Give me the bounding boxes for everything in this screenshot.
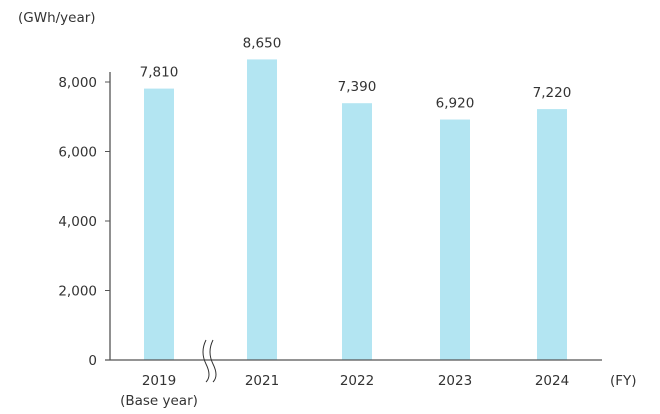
x-tick-label: 2019: [142, 373, 176, 389]
y-axis-label: (GWh/year): [18, 10, 96, 26]
bar-2021: [247, 59, 277, 360]
bar-2024: [537, 109, 567, 360]
x-tick-label: 2021: [245, 373, 279, 389]
data-label: 7,390: [338, 79, 377, 95]
data-label: 8,650: [243, 35, 282, 51]
data-label: 7,220: [533, 85, 572, 101]
y-tick-label: 2,000: [58, 284, 97, 300]
data-label: 6,920: [436, 96, 475, 112]
x-tick-sublabel: (Base year): [120, 393, 198, 409]
y-tick-label: 6,000: [58, 145, 97, 161]
x-tick-label: 2024: [535, 373, 569, 389]
x-tick-label: 2022: [340, 373, 374, 389]
data-label: 7,810: [140, 65, 179, 81]
bar-2023: [440, 119, 470, 360]
axis-break-icon: [202, 339, 217, 383]
x-tick-label: 2023: [438, 373, 472, 389]
y-tick-label: 4,000: [58, 214, 97, 230]
bar-2022: [342, 103, 372, 360]
x-axis-label: (FY): [610, 373, 637, 389]
y-tick-label: 0: [88, 353, 97, 369]
bar-2019: [144, 88, 174, 360]
y-tick-label: 8,000: [58, 75, 97, 91]
